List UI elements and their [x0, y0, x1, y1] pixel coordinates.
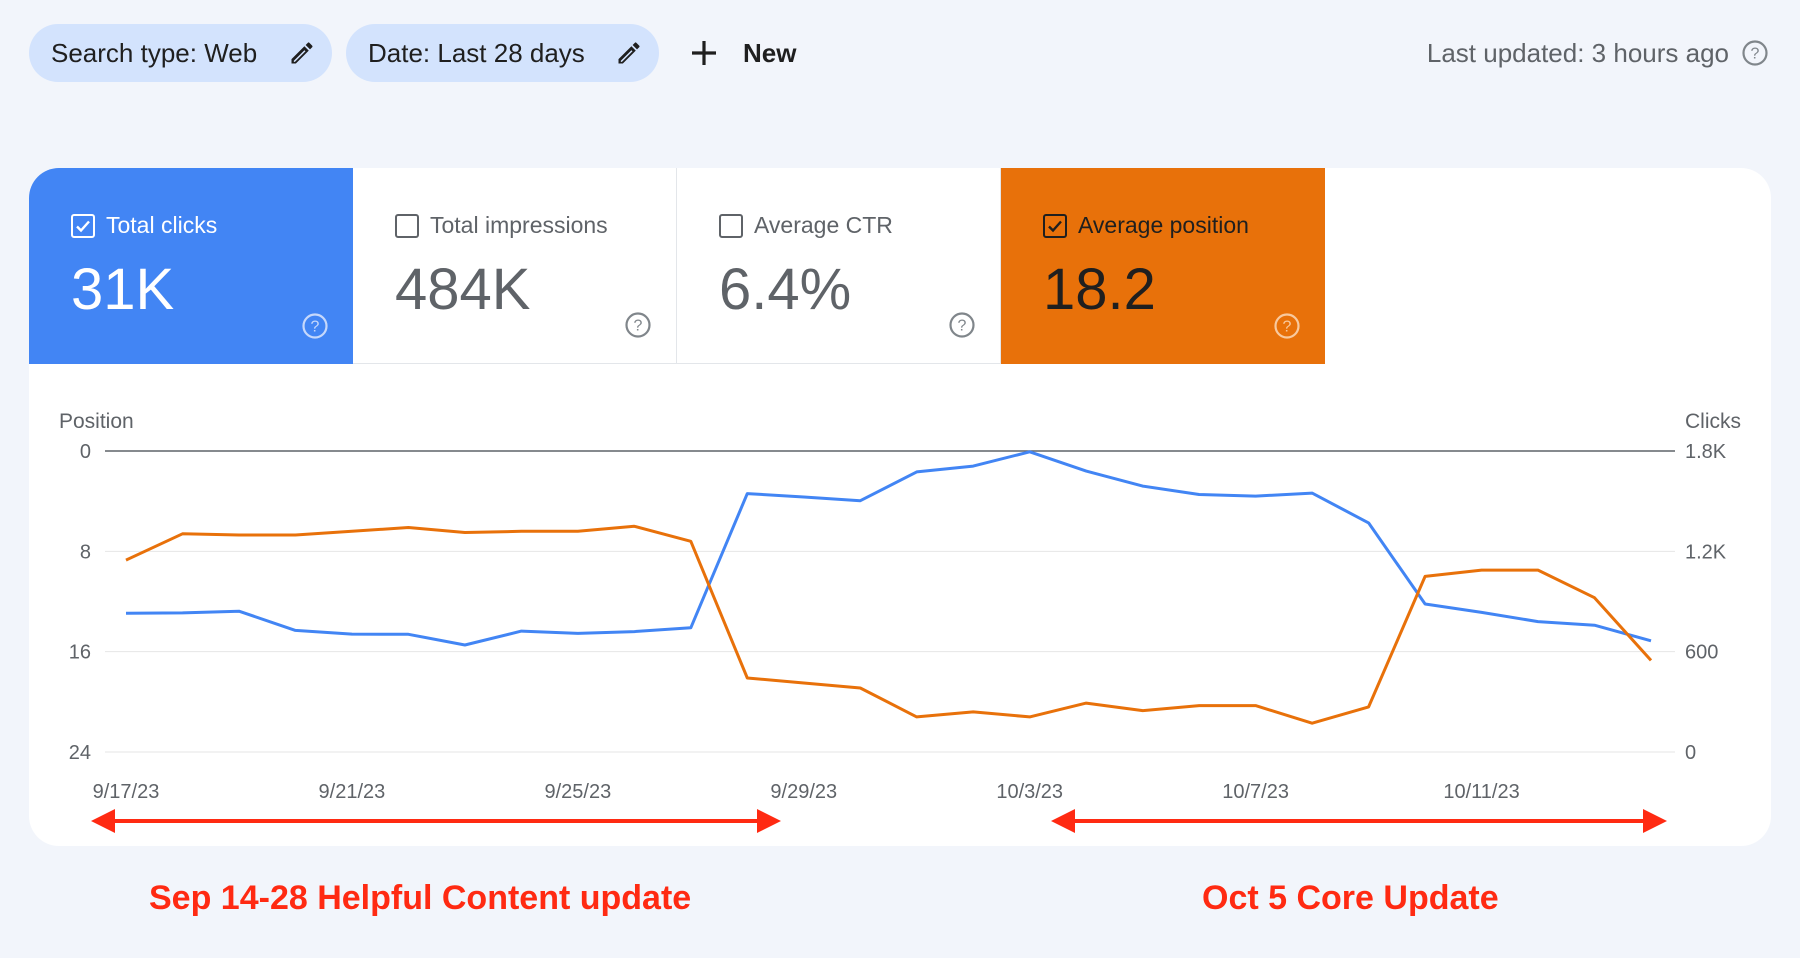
edit-pencil-icon: [291, 42, 313, 64]
svg-text:?: ?: [634, 318, 643, 335]
arrow-head-right: [757, 809, 781, 833]
svg-text:?: ?: [958, 318, 967, 335]
left-axis-tick-label: 16: [69, 642, 91, 664]
svg-text:?: ?: [1751, 46, 1760, 63]
left-axis-tick-label: 0: [80, 441, 91, 463]
checkbox-checked-icon[interactable]: [1043, 213, 1067, 238]
search-type-chip[interactable]: Search type: Web: [29, 24, 332, 82]
x-axis-tick-label: 10/7/23: [1222, 781, 1289, 803]
checkbox-unchecked-icon[interactable]: [719, 213, 743, 238]
right-axis-tick-label: 0: [1685, 742, 1696, 764]
help-icon[interactable]: ?: [948, 311, 976, 339]
metric-tile-average-position[interactable]: Average position 18.2 ?: [1001, 168, 1325, 364]
svg-text:?: ?: [311, 319, 320, 336]
metric-label: Total impressions: [430, 212, 608, 238]
metric-label: Average CTR: [754, 212, 893, 238]
new-filter-label: New: [743, 37, 797, 68]
performance-card: Total clicks 31K ? Total impressions 484…: [29, 168, 1771, 846]
search-type-label: Search type: Web: [51, 37, 258, 68]
filter-toolbar: Search type: Web Date: Last 28 days New …: [29, 24, 1769, 82]
metric-value: 6.4%: [719, 257, 852, 322]
metric-value: 484K: [395, 257, 531, 322]
last-updated-text: Last updated: 3 hours ago: [1426, 37, 1729, 68]
metric-tile-total-impressions[interactable]: Total impressions 484K ?: [353, 168, 677, 364]
edit-pencil-icon: [618, 42, 640, 64]
arrow-head-left: [91, 809, 115, 833]
right-axis-tick-label: 1.8K: [1685, 441, 1727, 463]
metric-tile-total-clicks[interactable]: Total clicks 31K ?: [29, 168, 353, 364]
metric-label: Average position: [1078, 212, 1249, 238]
arrow-head-right: [1643, 809, 1667, 833]
checkbox-unchecked-icon[interactable]: [395, 213, 419, 238]
x-axis-tick-label: 9/29/23: [770, 781, 837, 803]
date-range-label: Date: Last 28 days: [368, 37, 585, 68]
x-axis-tick-label: 9/21/23: [319, 781, 386, 803]
arrow-head-left: [1051, 809, 1075, 833]
helpful-content-annotation: Sep 14-28 Helpful Content update: [149, 879, 692, 917]
metric-label: Total clicks: [106, 212, 218, 238]
new-filter-button[interactable]: New: [689, 24, 796, 82]
help-icon[interactable]: ?: [301, 312, 329, 340]
left-axis-tick-label: 8: [80, 541, 91, 563]
checkbox-checked-icon[interactable]: [71, 213, 95, 238]
core-update-annotation: Oct 5 Core Update: [1202, 879, 1499, 917]
left-axis-tick-label: 24: [69, 742, 91, 764]
svg-text:?: ?: [1283, 319, 1292, 336]
metric-value: 18.2: [1043, 257, 1156, 322]
series-line-average-position: [125, 524, 1653, 725]
x-axis-tick-label: 10/3/23: [996, 781, 1063, 803]
date-range-chip[interactable]: Date: Last 28 days: [346, 24, 659, 82]
help-icon[interactable]: ?: [624, 311, 652, 339]
series-line-clicks: [125, 450, 1652, 647]
left-axis-title: Position: [59, 410, 134, 433]
x-axis-tick-label: 9/17/23: [93, 781, 160, 803]
right-axis-tick-label: 1.2K: [1685, 541, 1727, 563]
right-axis-tick-label: 600: [1685, 642, 1718, 664]
performance-chart: Position Clicks 0 1.8K 8 1.2K 16 600 24 0 9/17/2…: [59, 410, 1741, 833]
help-icon[interactable]: ?: [1741, 39, 1769, 67]
plus-icon: [692, 41, 716, 65]
x-axis-tick-label: 10/11/23: [1443, 781, 1519, 803]
core-update-arrow: [1051, 809, 1667, 833]
metric-value: 31K: [71, 257, 175, 322]
last-updated-status: Last updated: 3 hours ago ?: [1427, 24, 1769, 82]
x-axis-tick-label: 9/25/23: [544, 781, 611, 803]
help-icon[interactable]: ?: [1273, 312, 1301, 340]
right-axis-title: Clicks: [1685, 410, 1741, 433]
metric-tile-average-ctr[interactable]: Average CTR 6.4% ?: [677, 168, 1001, 364]
helpful-content-arrow: [91, 809, 781, 833]
